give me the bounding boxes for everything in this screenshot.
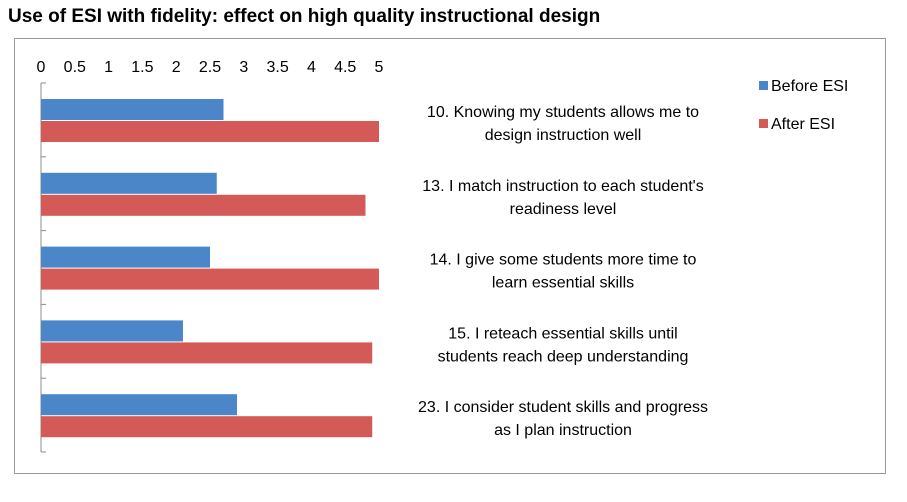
category-label: 14. I give some students more time to — [430, 252, 697, 269]
bar-before-esi — [41, 320, 183, 342]
category-label: 23. I consider student skills and progre… — [418, 399, 708, 416]
chart-title: Use of ESI with fidelity: effect on high… — [8, 6, 601, 27]
bar-before-esi — [41, 394, 238, 416]
category-label: 15. I reteach essential skills until — [448, 325, 677, 342]
x-tick-label: 1 — [104, 59, 113, 76]
x-tick-label: 4 — [307, 59, 316, 76]
bar-before-esi — [41, 172, 217, 194]
legend-swatch-before — [759, 81, 768, 90]
category-label: 13. I match instruction to each student'… — [422, 178, 703, 195]
legend-label: Before ESI — [771, 78, 848, 95]
bar-before-esi — [41, 246, 210, 268]
x-tick-label: 5 — [375, 59, 384, 76]
legend-swatch-after — [759, 119, 768, 128]
category-label: design instruction well — [485, 127, 642, 144]
bar-after-esi — [41, 268, 379, 290]
bar-after-esi — [41, 121, 379, 142]
x-tick-label: 3.5 — [266, 59, 288, 76]
category-label: students reach deep understanding — [438, 348, 689, 365]
x-tick-label: 2.5 — [199, 59, 221, 76]
legend-label: After ESI — [771, 116, 835, 133]
bar-after-esi — [41, 342, 373, 364]
x-tick-label: 2 — [172, 59, 181, 76]
bar-before-esi — [41, 99, 224, 120]
category-label: 10. Knowing my students allows me to — [427, 104, 699, 121]
category-label: learn essential skills — [492, 275, 634, 292]
category-label: as I plan instruction — [494, 422, 632, 439]
x-tick-label: 4.5 — [334, 59, 356, 76]
x-tick-label: 1.5 — [131, 59, 153, 76]
bar-after-esi — [41, 416, 373, 438]
bar-after-esi — [41, 194, 366, 216]
category-label: readiness level — [510, 201, 617, 218]
x-tick-label: 0.5 — [64, 59, 86, 76]
x-tick-label: 0 — [37, 59, 46, 76]
x-tick-label: 3 — [239, 59, 248, 76]
